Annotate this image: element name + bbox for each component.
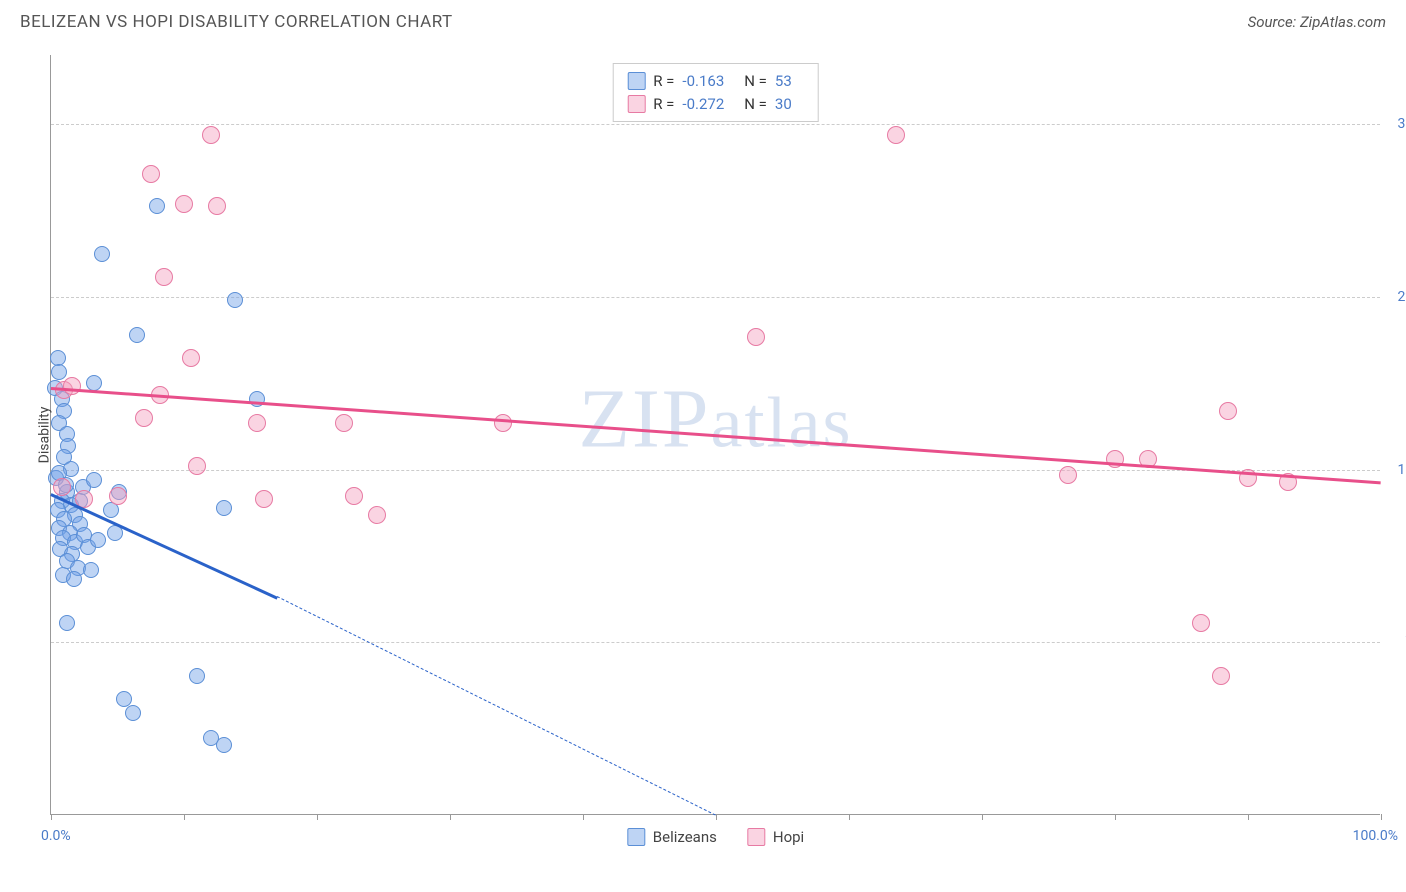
data-point (63, 377, 81, 395)
y-tick-label: 15.0% (1385, 462, 1406, 478)
data-point (1212, 667, 1230, 685)
x-tick (184, 814, 185, 820)
data-point (345, 487, 363, 505)
legend-swatch (747, 828, 765, 846)
data-point (208, 197, 226, 215)
data-point (1106, 450, 1124, 468)
data-point (109, 487, 127, 505)
x-axis-max-label: 100.0% (1353, 828, 1398, 844)
data-point (142, 165, 160, 183)
x-tick (849, 814, 850, 820)
data-point (216, 737, 232, 753)
x-tick (982, 814, 983, 820)
x-tick (716, 814, 717, 820)
data-point (1059, 466, 1077, 484)
stat-r-value: -0.163 (682, 70, 724, 93)
gridline (51, 642, 1380, 643)
trend-line (277, 596, 716, 816)
data-point (1192, 614, 1210, 632)
data-point (129, 327, 145, 343)
data-point (94, 246, 110, 262)
stat-n-value: 53 (775, 70, 792, 93)
data-point (188, 457, 206, 475)
data-point (335, 414, 353, 432)
correlation-stats-box: R = -0.163 N = 53 R = -0.272 N = 30 (612, 63, 819, 122)
data-point (175, 195, 193, 213)
stat-r-label: R = (653, 93, 674, 116)
legend-label: Belizeans (653, 828, 717, 846)
bottom-legend: Belizeans Hopi (627, 828, 804, 846)
y-tick-label: 22.5% (1385, 289, 1406, 305)
legend-item: Belizeans (627, 828, 717, 846)
source-attribution: Source: ZipAtlas.com (1248, 13, 1386, 31)
x-tick (317, 814, 318, 820)
legend-item: Hopi (747, 828, 804, 846)
stats-row: R = -0.163 N = 53 (627, 70, 804, 93)
data-point (1219, 402, 1237, 420)
y-tick-label: 30.0% (1385, 116, 1406, 132)
y-tick-label: 7.5% (1385, 634, 1406, 650)
x-tick (1248, 814, 1249, 820)
x-tick (1381, 814, 1382, 820)
data-point (182, 349, 200, 367)
stat-r-label: R = (653, 70, 674, 93)
data-point (368, 506, 386, 524)
data-point (887, 126, 905, 144)
data-point (135, 409, 153, 427)
data-point (66, 571, 82, 587)
data-point (86, 472, 102, 488)
series-swatch (627, 72, 645, 90)
x-tick (51, 814, 52, 820)
data-point (494, 414, 512, 432)
data-point (53, 478, 71, 496)
data-point (216, 500, 232, 516)
data-point (83, 562, 99, 578)
chart-header: BELIZEAN VS HOPI DISABILITY CORRELATION … (0, 0, 1406, 40)
data-point (155, 268, 173, 286)
data-point (125, 705, 141, 721)
data-point (202, 126, 220, 144)
data-point (249, 391, 265, 407)
stat-n-label: N = (744, 93, 767, 116)
stat-n-label: N = (744, 70, 767, 93)
data-point (255, 490, 273, 508)
watermark: ZIPatlas (579, 371, 853, 468)
data-point (189, 668, 205, 684)
data-point (59, 615, 75, 631)
data-point (248, 414, 266, 432)
data-point (51, 364, 67, 380)
gridline (51, 124, 1380, 125)
y-axis-title: Disability (36, 406, 52, 463)
data-point (747, 328, 765, 346)
x-axis-min-label: 0.0% (41, 828, 71, 844)
data-point (149, 198, 165, 214)
x-tick (450, 814, 451, 820)
x-tick (1115, 814, 1116, 820)
series-swatch (627, 95, 645, 113)
data-point (227, 292, 243, 308)
chart-title: BELIZEAN VS HOPI DISABILITY CORRELATION … (20, 12, 453, 32)
data-point (90, 532, 106, 548)
stats-row: R = -0.272 N = 30 (627, 93, 804, 116)
stat-r-value: -0.272 (682, 93, 724, 116)
legend-label: Hopi (773, 828, 804, 846)
x-tick (583, 814, 584, 820)
scatter-chart: Disability ZIPatlas R = -0.163N = 53R = … (50, 55, 1380, 815)
gridline (51, 297, 1380, 298)
stat-n-value: 30 (775, 93, 792, 116)
legend-swatch (627, 828, 645, 846)
